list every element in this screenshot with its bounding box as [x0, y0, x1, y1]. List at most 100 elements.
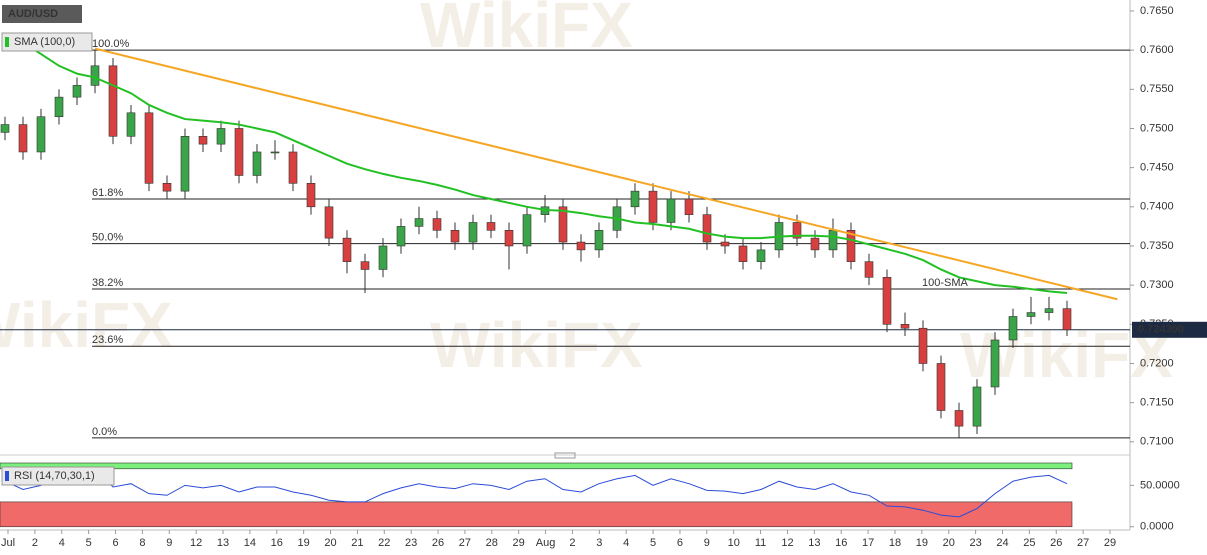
y-tick-label: 0.7200 — [1140, 357, 1174, 369]
candle-body — [288, 151, 298, 184]
y-tick-label: 0.7600 — [1140, 44, 1174, 56]
x-tick-label: 25 — [1023, 537, 1035, 549]
x-tick-label: 9 — [166, 537, 172, 549]
candle-body — [756, 249, 766, 262]
y-tick-label: 0.7500 — [1140, 122, 1174, 134]
candle-body — [432, 218, 442, 231]
candle-body — [918, 327, 928, 364]
x-tick-label: 26 — [432, 537, 444, 549]
last-price-label: 0.724300 — [1138, 324, 1184, 336]
x-tick-label: 8 — [139, 537, 145, 549]
candle-body — [342, 237, 352, 262]
overbought-zone — [0, 462, 1073, 470]
y-tick-label: 0.0000 — [1140, 521, 1174, 533]
x-tick-label: 24 — [996, 537, 1008, 549]
y-tick-label: 0.7400 — [1140, 201, 1174, 213]
x-tick-label: 18 — [889, 537, 901, 549]
candle-body — [594, 230, 604, 251]
x-tick-label: 19 — [298, 537, 310, 549]
candle-body — [198, 136, 208, 145]
candle-body — [846, 230, 856, 262]
y-tick-label: 0.7450 — [1140, 162, 1174, 174]
candle-body — [828, 230, 838, 251]
candle-body — [792, 222, 802, 239]
x-tick-label: 14 — [244, 537, 256, 549]
candle-body — [54, 96, 64, 118]
x-tick-label: 13 — [217, 537, 229, 549]
candle-body — [972, 386, 982, 427]
fib-label: 0.0% — [92, 426, 117, 438]
candle-body — [180, 136, 190, 192]
candle-body — [234, 128, 244, 176]
candle-body — [90, 65, 100, 86]
x-tick-label: 23 — [969, 537, 981, 549]
x-tick-label: 6 — [112, 537, 118, 549]
candle-body — [954, 410, 964, 427]
x-tick-label: 4 — [59, 537, 65, 549]
candle-body — [576, 241, 586, 251]
rsi-label-box — [1, 466, 115, 486]
sma-annotation: 100-SMA — [922, 277, 969, 289]
candle-body — [144, 112, 154, 184]
candle-body — [666, 198, 676, 223]
x-tick-label: 12 — [190, 537, 202, 549]
candle-body — [72, 85, 82, 98]
x-tick-label: 3 — [596, 537, 602, 549]
y-tick-label: 0.7100 — [1140, 436, 1174, 448]
candle-body — [36, 116, 46, 153]
x-tick-label: 23 — [405, 537, 417, 549]
candle-body — [504, 230, 514, 247]
candle-body — [450, 230, 460, 243]
x-tick-label: 17 — [862, 537, 874, 549]
x-tick-label: 5 — [86, 537, 92, 549]
divider-handle[interactable] — [554, 452, 576, 459]
x-tick-label: 11 — [755, 537, 766, 549]
y-tick-label: 0.7300 — [1140, 279, 1174, 291]
x-tick-label: 5 — [650, 537, 656, 549]
chart-title: AUD/USD — [8, 8, 58, 20]
rsi-line — [4, 468, 1068, 518]
candle-body — [486, 222, 496, 231]
watermark: WikiFX — [0, 289, 173, 361]
candle-body — [162, 183, 172, 192]
fib-label: 100.0% — [92, 38, 130, 50]
candle-body — [990, 339, 1000, 388]
x-tick-label: 9 — [704, 537, 710, 549]
x-tick-label: Jul — [1, 537, 15, 549]
x-tick-label: 29 — [513, 537, 525, 549]
candle-body — [810, 237, 820, 251]
x-tick-label: 16 — [835, 537, 847, 549]
candle-body — [936, 363, 946, 411]
candle-body — [414, 218, 424, 227]
x-tick-label: 27 — [459, 537, 471, 549]
y-tick-label: 50.0000 — [1140, 479, 1180, 491]
candle-body — [360, 261, 370, 270]
candle-body — [648, 190, 658, 223]
candle-body — [108, 65, 118, 137]
fib-label: 38.2% — [92, 277, 123, 289]
candle-body — [1044, 308, 1054, 313]
fib-label: 61.8% — [92, 187, 123, 199]
candle-body — [306, 183, 316, 208]
indicator-box — [1, 32, 93, 52]
candle-body — [720, 241, 730, 247]
x-tick-label: 4 — [623, 537, 629, 549]
title-box — [2, 5, 82, 23]
candle-body — [1062, 308, 1072, 331]
x-tick-label: 20 — [324, 537, 336, 549]
y-tick-label: 0.7550 — [1140, 83, 1174, 95]
candle-body — [522, 214, 532, 247]
x-tick-label: 21 — [351, 537, 363, 549]
candle-body — [864, 261, 874, 278]
x-tick-label: 26 — [1050, 537, 1062, 549]
x-tick-label: 22 — [378, 537, 390, 549]
candle-body — [882, 277, 892, 325]
x-tick-label: 28 — [486, 537, 498, 549]
candle-body — [1008, 316, 1018, 341]
candle-body — [270, 151, 280, 154]
candle-body — [468, 222, 478, 243]
candle-body — [216, 128, 226, 145]
candle-body — [684, 198, 694, 215]
